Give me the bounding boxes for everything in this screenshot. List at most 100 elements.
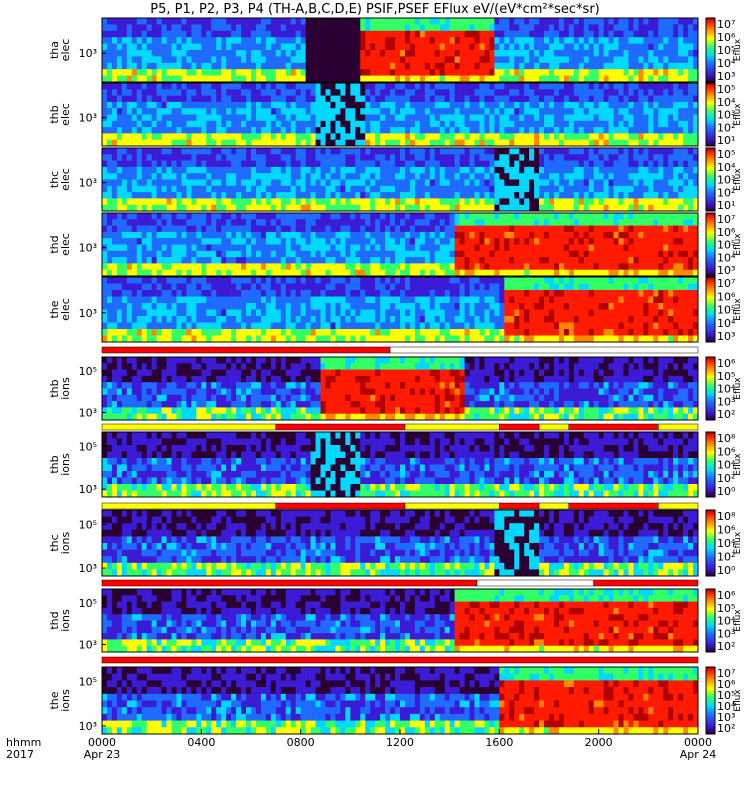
spectrogram-cell bbox=[141, 244, 147, 252]
spectrogram-cell bbox=[265, 43, 272, 51]
spectrogram-cell bbox=[544, 173, 550, 180]
spectrogram-cell bbox=[544, 62, 550, 70]
spectrogram-cell bbox=[196, 108, 202, 115]
spectrogram-cell bbox=[653, 257, 659, 264]
spectrogram-cell bbox=[573, 219, 580, 226]
spectrogram-cell bbox=[211, 160, 217, 168]
spectrogram-cell bbox=[409, 173, 416, 180]
spectrogram-cell bbox=[275, 114, 282, 122]
spectrogram-cell bbox=[131, 185, 138, 193]
spectrogram-cell bbox=[658, 257, 664, 264]
spectrogram-cell bbox=[464, 50, 470, 57]
spectrogram-cell bbox=[126, 18, 133, 25]
spectrogram-cell bbox=[678, 30, 684, 38]
spectrogram-cell bbox=[116, 127, 123, 134]
spectrogram-cell bbox=[668, 213, 674, 220]
spectrogram-cell bbox=[409, 204, 416, 212]
spectrogram-cell bbox=[419, 75, 426, 83]
spectrogram-cell bbox=[310, 43, 316, 51]
spectrogram-cell bbox=[161, 69, 167, 76]
spectrogram-cell bbox=[593, 114, 599, 122]
spectrogram-cell bbox=[539, 83, 545, 90]
spectrogram-cell bbox=[176, 69, 182, 76]
spectrogram-cell bbox=[678, 43, 684, 51]
spectrogram-cell bbox=[663, 133, 669, 140]
spectrogram-cell bbox=[479, 95, 485, 103]
spectrogram-cell bbox=[395, 24, 401, 32]
spectrogram-cell bbox=[385, 225, 391, 233]
spectrogram-cell bbox=[434, 250, 441, 258]
spectrogram-cell bbox=[504, 75, 510, 83]
spectrogram-cell bbox=[643, 225, 649, 233]
spectrogram-cell bbox=[494, 185, 500, 193]
spectrogram-cell bbox=[201, 160, 207, 168]
spectrogram-cell bbox=[141, 43, 147, 51]
spectrogram-cell bbox=[628, 24, 634, 32]
spectrogram-cell bbox=[370, 95, 376, 103]
spectrogram-cell bbox=[504, 62, 510, 70]
spectrogram-cell bbox=[335, 43, 341, 51]
spectrogram-cell bbox=[246, 257, 252, 264]
spectrogram-cell bbox=[191, 148, 197, 155]
spectrogram-cell bbox=[509, 69, 515, 76]
spectrogram-cell bbox=[355, 18, 361, 25]
spectrogram-cell bbox=[275, 139, 282, 147]
spectrogram-cell bbox=[270, 62, 277, 70]
spectrogram-cell bbox=[409, 50, 416, 57]
spectrogram-cell bbox=[568, 154, 575, 161]
spectrogram-cell bbox=[409, 89, 416, 96]
spectrogram-cell bbox=[285, 263, 292, 270]
spectrogram-cell bbox=[251, 30, 257, 38]
spectrogram-cell bbox=[260, 37, 267, 44]
spectrogram-cell bbox=[270, 213, 277, 220]
spectrogram-cell bbox=[409, 120, 416, 128]
spectrogram-cell bbox=[663, 37, 669, 44]
spectrogram-cell bbox=[653, 133, 659, 140]
spectrogram-cell bbox=[514, 127, 520, 134]
spectrogram-cell bbox=[429, 139, 436, 147]
spectrogram-cell bbox=[514, 179, 520, 187]
spectrogram-cell bbox=[241, 69, 247, 76]
spectrogram-cell bbox=[504, 231, 510, 239]
spectrogram-cell bbox=[196, 18, 202, 25]
spectrogram-cell bbox=[350, 30, 356, 38]
spectrogram-cell bbox=[553, 269, 560, 277]
spectrogram-cell bbox=[380, 179, 386, 187]
spectrogram-cell bbox=[166, 114, 172, 122]
colorbar-tick-label: 10² bbox=[717, 121, 735, 134]
spectrogram-cell bbox=[529, 185, 535, 193]
spectrogram-cell bbox=[315, 192, 321, 199]
spectrogram-cell bbox=[226, 148, 232, 155]
spectrogram-cell bbox=[424, 43, 431, 51]
spectrogram-cell bbox=[653, 69, 659, 76]
spectrogram-cell bbox=[241, 213, 247, 220]
spectrogram-cell bbox=[514, 114, 520, 122]
spectrogram-cell bbox=[673, 257, 679, 264]
spectrogram-cell bbox=[514, 75, 520, 83]
spectrogram-cell bbox=[365, 225, 371, 233]
colorbar-tick-label: 10¹ bbox=[717, 199, 735, 212]
spectrogram-cell bbox=[355, 56, 361, 64]
spectrogram-cell bbox=[201, 62, 207, 70]
spectrogram-cell bbox=[375, 95, 381, 103]
spectrogram-cell bbox=[380, 37, 386, 44]
spectrogram-cell bbox=[295, 219, 301, 226]
spectrogram-cell bbox=[663, 204, 669, 212]
spectrogram-cell bbox=[136, 316, 143, 323]
spectrogram-cell bbox=[568, 120, 575, 128]
spectrogram-cell bbox=[315, 127, 321, 134]
spectrogram-cell bbox=[345, 114, 351, 122]
spectrogram-cell bbox=[186, 250, 192, 258]
spectrogram-cell bbox=[409, 219, 416, 226]
spectrogram-cell bbox=[673, 225, 679, 233]
spectrogram-cell bbox=[464, 114, 470, 122]
spectrogram-cell bbox=[231, 263, 237, 270]
spectrogram-cell bbox=[558, 160, 565, 168]
spectrogram-cell bbox=[558, 185, 565, 193]
spectrogram-cell bbox=[315, 139, 321, 147]
spectrogram-cell bbox=[673, 179, 679, 187]
spectrogram-cell bbox=[444, 139, 450, 147]
spectrogram-cell bbox=[146, 303, 152, 310]
spectrogram-cell bbox=[350, 101, 356, 109]
spectrogram-cell bbox=[186, 192, 192, 199]
